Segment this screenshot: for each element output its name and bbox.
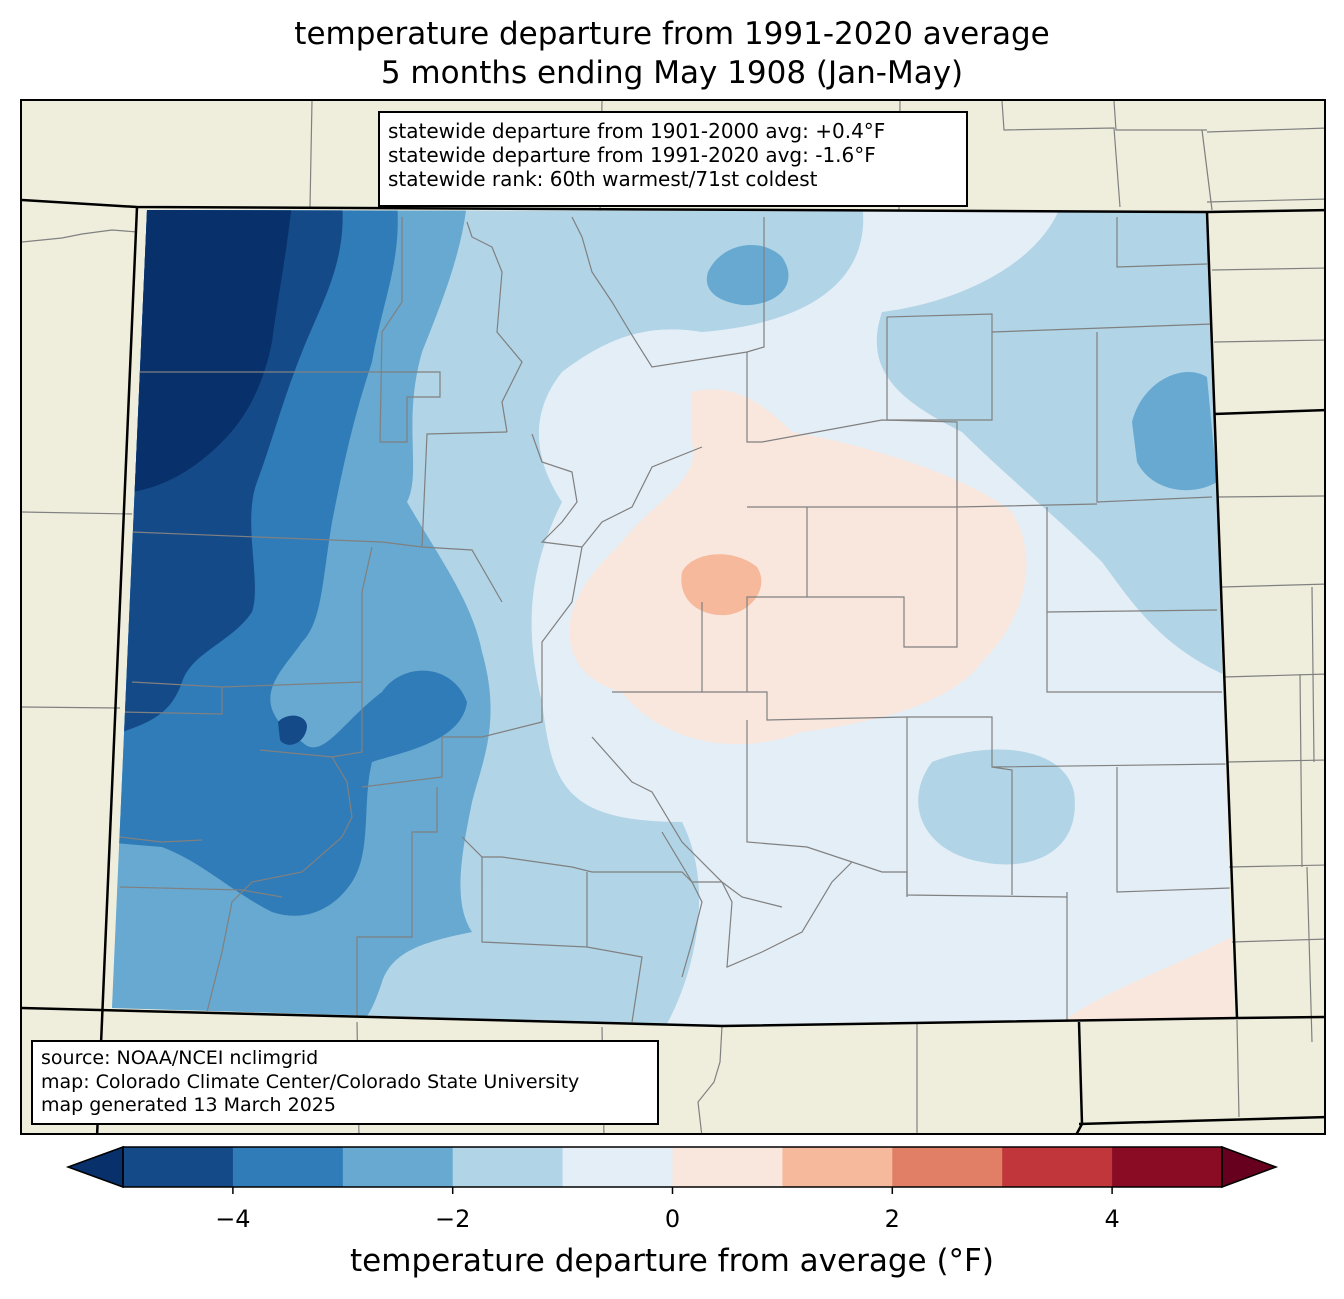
colorbar-label: temperature departure from average (°F) <box>350 1243 994 1279</box>
colorbar-tick-label: 2 <box>884 1205 900 1233</box>
colorbar-tick-label: −4 <box>215 1205 251 1233</box>
county-lines <box>119 216 1231 1023</box>
contour-under-minus5 <box>112 210 292 492</box>
colorbar-bin-4 <box>562 1147 673 1187</box>
colorbar-bin-0 <box>123 1147 234 1187</box>
stats-rank: statewide rank: 60th warmest/71st coldes… <box>388 167 818 191</box>
colorbar-tick-label: 0 <box>664 1205 681 1233</box>
state-borders <box>22 198 1324 1133</box>
contour-0-to-1-se <box>1062 937 1234 1026</box>
colorbar-bin-9 <box>1112 1147 1223 1187</box>
colorbar-tick-label: 4 <box>1104 1205 1120 1233</box>
colorbar-bin-7 <box>892 1147 1003 1187</box>
generated-date-line: map generated 13 March 2025 <box>41 1094 336 1116</box>
temperature-contours <box>112 210 1234 1026</box>
map-title: temperature departure from 1991-2020 ave… <box>294 16 1050 52</box>
contour-minus2-to-minus1-se <box>918 749 1075 865</box>
map-subtitle: 5 months ending May 1908 (Jan-May) <box>380 55 964 91</box>
colorbar-under-arrow <box>65 1145 124 1189</box>
map-credit-line: map: Colorado Climate Center/Colorado St… <box>41 1070 580 1093</box>
map-panel <box>20 99 1326 1135</box>
contour-minus5-to-minus4-small <box>278 715 307 745</box>
colorbar-bin-1 <box>232 1147 344 1187</box>
source-line: source: NOAA/NCEI nclimgrid <box>41 1047 319 1069</box>
colorbar-bin-3 <box>452 1147 564 1187</box>
stats-departure-1991-2020: statewide departure from 1991-2020 avg: … <box>388 143 876 167</box>
stats-departure-1901-2000: statewide departure from 1901-2000 avg: … <box>388 119 886 143</box>
colorbar-over-arrow <box>1221 1145 1279 1189</box>
colorbar <box>65 1145 1279 1194</box>
colorado-map <box>22 101 1324 1133</box>
contour-1-to-2 <box>681 554 762 616</box>
contour-minus3-to-minus2-east <box>1132 372 1217 491</box>
colorbar-tick-label: −2 <box>434 1205 471 1233</box>
statewide-stats-box: statewide departure from 1901-2000 avg: … <box>378 111 968 207</box>
colorbar-bin-6 <box>782 1147 893 1187</box>
colorbar-bin-5 <box>672 1147 783 1187</box>
colorbar-bin-2 <box>342 1147 454 1187</box>
contour-minus3-to-minus2-north <box>706 245 789 306</box>
neighbor-county-lines <box>22 101 1324 1133</box>
colorbar-bin-8 <box>1002 1147 1113 1187</box>
source-box: source: NOAA/NCEI nclimgrid map: Colorad… <box>31 1040 659 1125</box>
contour-0-to-1 <box>569 389 1027 745</box>
contour-minus2-to-minus1-ne <box>876 210 1234 682</box>
